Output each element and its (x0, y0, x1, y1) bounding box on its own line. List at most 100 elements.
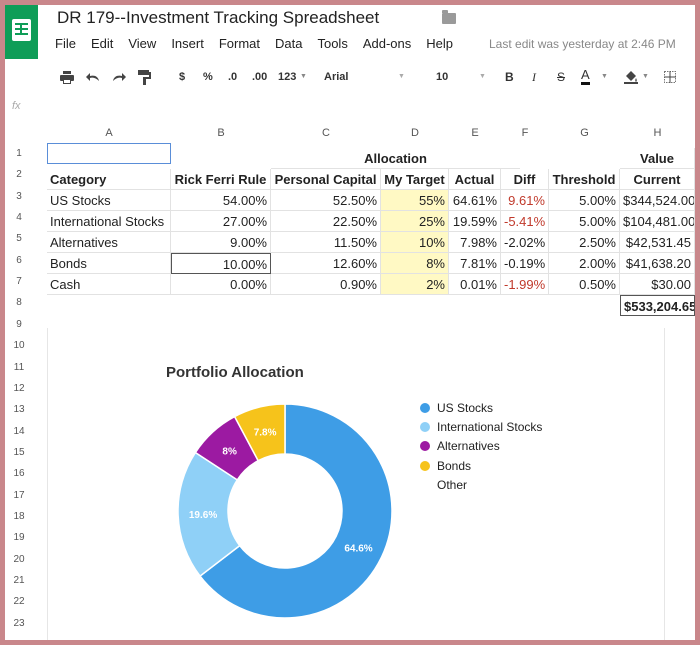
cell-threshold[interactable]: 5.00% (549, 211, 620, 232)
row-number[interactable]: 5 (16, 233, 22, 245)
column-header-d[interactable]: D (411, 127, 419, 139)
cell-diff[interactable]: -1.99% (501, 274, 549, 295)
cell-diff[interactable]: -2.02% (501, 232, 549, 253)
row-number[interactable]: 3 (16, 190, 22, 202)
row-number[interactable]: 18 (13, 510, 25, 522)
row-number[interactable]: 23 (13, 617, 25, 629)
legend-item-us-stocks[interactable]: US Stocks (420, 401, 493, 415)
cell-my-target[interactable]: 8% (381, 253, 449, 274)
currency-format-button[interactable]: $ (179, 71, 186, 83)
row-number[interactable]: 20 (13, 553, 25, 565)
row-number[interactable]: 2 (16, 169, 22, 181)
cell-rick-ferri-rule[interactable]: 10.00% (171, 253, 271, 274)
header-my-target[interactable]: My Target (381, 169, 449, 190)
sheets-logo-icon[interactable] (5, 5, 38, 59)
allocation-group-header[interactable]: Allocation (271, 148, 520, 169)
column-header-f[interactable]: F (521, 127, 529, 139)
cell-actual[interactable]: 7.81% (449, 253, 501, 274)
menu-tools[interactable]: Tools (317, 36, 348, 51)
borders-icon[interactable] (664, 71, 676, 83)
row-number[interactable]: 4 (16, 212, 22, 224)
cell-current-value[interactable]: $104,481.00 (620, 211, 695, 232)
cell-category[interactable]: US Stocks (47, 190, 171, 211)
cell-category[interactable]: International Stocks (47, 211, 171, 232)
cell-category[interactable]: Alternatives (47, 232, 171, 253)
document-title[interactable]: DR 179--Investment Tracking Spreadsheet (57, 8, 380, 27)
cell-my-target[interactable]: 25% (381, 211, 449, 232)
row-number[interactable]: 7 (16, 276, 22, 288)
menu-help[interactable]: Help (426, 36, 453, 51)
column-header-h[interactable]: H (653, 127, 662, 139)
cell-category[interactable]: Cash (47, 274, 171, 295)
menu-format[interactable]: Format (218, 36, 260, 51)
cell-my-target[interactable]: 2% (381, 274, 449, 295)
print-icon[interactable] (60, 71, 74, 84)
fill-color-icon[interactable] (624, 70, 638, 84)
text-color-chevron-icon[interactable]: ▼ (601, 73, 608, 80)
donut-slice-bonds[interactable] (233, 403, 286, 462)
donut-slice-us-stocks[interactable] (198, 403, 393, 619)
row-number[interactable]: 22 (13, 596, 25, 608)
cell-diff[interactable]: -5.41% (501, 211, 549, 232)
total-value-cell[interactable]: $533,204.65 (620, 295, 695, 316)
decrease-decimals-button[interactable]: .0 (228, 71, 238, 83)
cell-personal-capital[interactable]: 12.60% (271, 253, 381, 274)
cell-my-target[interactable]: 55% (381, 190, 449, 211)
cell-rick-ferri-rule[interactable]: 27.00% (171, 211, 271, 232)
row-number[interactable]: 17 (13, 489, 25, 501)
row-number[interactable]: 12 (13, 382, 25, 394)
column-header-a[interactable]: A (105, 127, 113, 139)
row-number[interactable]: 15 (13, 446, 25, 458)
cell-actual[interactable]: 19.59% (449, 211, 501, 232)
header-category[interactable]: Category (47, 169, 171, 190)
cell-a1-selected[interactable] (47, 143, 171, 164)
menu-edit[interactable]: Edit (90, 36, 114, 51)
row-number[interactable]: 8 (16, 297, 22, 309)
redo-icon[interactable] (112, 72, 126, 82)
header-current[interactable]: Current (620, 169, 695, 190)
cell-rick-ferri-rule[interactable]: 54.00% (171, 190, 271, 211)
cell-rick-ferri-rule[interactable]: 0.00% (171, 274, 271, 295)
header-personal-capital[interactable]: Personal Capital (271, 169, 381, 190)
cell-current-value[interactable]: $344,524.00 (620, 190, 695, 211)
undo-icon[interactable] (86, 72, 100, 82)
portfolio-allocation-chart[interactable]: Portfolio Allocation 64.6% 19.6% 8% 7.8% US… (47, 328, 665, 640)
cell-threshold[interactable]: 0.50% (549, 274, 620, 295)
cell-personal-capital[interactable]: 11.50% (271, 232, 381, 253)
cell-category[interactable]: Bonds (47, 253, 171, 274)
value-group-header[interactable]: Value (620, 148, 695, 169)
row-number[interactable]: 1 (16, 148, 22, 159)
header-actual[interactable]: Actual (449, 169, 501, 190)
cell-rick-ferri-rule[interactable]: 9.00% (171, 232, 271, 253)
row-number[interactable]: 16 (13, 468, 25, 480)
header-rick-ferri-rule[interactable]: Rick Ferri Rule (171, 169, 271, 190)
cell-diff[interactable]: -0.19% (501, 253, 549, 274)
folder-icon[interactable] (442, 10, 456, 24)
legend-item-alternatives[interactable]: Alternatives (420, 439, 500, 453)
cell-my-target[interactable]: 10% (381, 232, 449, 253)
cell-threshold[interactable]: 2.00% (549, 253, 620, 274)
cell-personal-capital[interactable]: 0.90% (271, 274, 381, 295)
fill-color-chevron-icon[interactable]: ▼ (642, 73, 649, 80)
row-number[interactable]: 14 (13, 425, 25, 437)
cell-diff[interactable]: 9.61% (501, 190, 549, 211)
bold-button[interactable]: B (505, 70, 514, 84)
legend-item-bonds[interactable]: Bonds (420, 459, 471, 473)
strikethrough-button[interactable]: S (557, 70, 566, 84)
increase-decimals-button[interactable]: .00 (252, 71, 268, 83)
header-threshold[interactable]: Threshold (549, 169, 620, 190)
column-header-g[interactable]: G (580, 127, 589, 139)
menu-addons[interactable]: Add-ons (362, 36, 412, 51)
header-diff[interactable]: Diff (501, 169, 549, 190)
font-size-select[interactable]: 10 (436, 71, 449, 83)
row-number[interactable]: 10 (13, 340, 25, 352)
formula-bar-fx-icon[interactable]: fx (12, 100, 21, 112)
row-number[interactable]: 6 (16, 254, 22, 266)
cell-current-value[interactable]: $42,531.45 (620, 232, 695, 253)
percent-format-button[interactable]: % (203, 71, 213, 83)
row-number[interactable]: 13 (13, 404, 25, 416)
row-number[interactable]: 11 (13, 361, 25, 373)
column-header-e[interactable]: E (471, 127, 479, 139)
menu-data[interactable]: Data (275, 36, 303, 51)
cell-personal-capital[interactable]: 22.50% (271, 211, 381, 232)
